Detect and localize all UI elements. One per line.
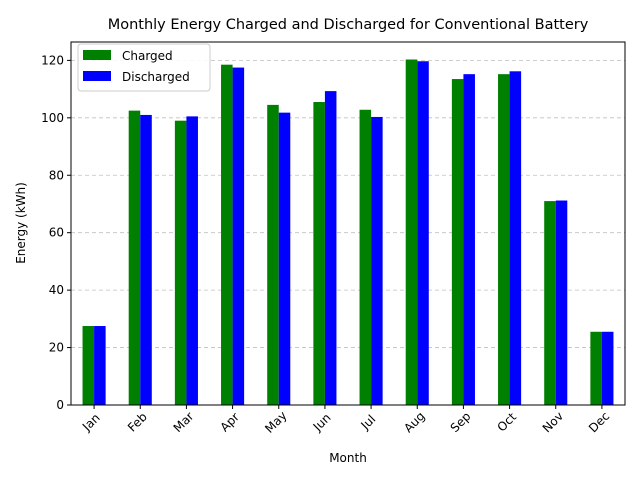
y-axis-label: Energy (kWh): [14, 182, 28, 264]
bar-discharged-jun: [324, 91, 337, 405]
y-tick-label: 120: [41, 53, 64, 67]
x-axis-label: Month: [329, 451, 367, 465]
bars: [82, 59, 614, 406]
legend-swatch-discharged: [83, 71, 111, 81]
bar-discharged-apr: [232, 67, 245, 406]
y-tick-label: 40: [49, 283, 64, 297]
y-axis: 0 20 40 60 80 100 120: [41, 53, 71, 412]
bar-discharged-sep: [463, 74, 475, 406]
bar-charged-sep: [451, 79, 464, 405]
y-tick-label: 0: [56, 398, 64, 412]
bar-charged-jul: [359, 109, 372, 405]
bar-discharged-mar: [186, 116, 198, 405]
legend-label-charged: Charged: [122, 49, 173, 63]
bar-charged-nov: [544, 201, 556, 405]
chart-title: Monthly Energy Charged and Discharged fo…: [108, 17, 589, 33]
bar-discharged-dec: [601, 331, 614, 405]
plot-frame: [70, 41, 626, 406]
bar-charged-aug: [405, 59, 418, 406]
bar-charged-feb: [128, 110, 141, 405]
bar-charged-oct: [498, 74, 510, 406]
y-tick-label: 60: [49, 226, 64, 240]
legend-swatch-charged: [83, 50, 111, 60]
bar-charged-may: [267, 104, 279, 406]
y-tick-label: 100: [41, 111, 64, 125]
bar-charged-jan: [82, 326, 95, 405]
bar-discharged-aug: [417, 61, 429, 405]
bar-charged-jun: [313, 102, 325, 405]
legend: Charged Discharged: [77, 43, 211, 92]
bar-discharged-feb: [140, 114, 152, 406]
legend-label-discharged: Discharged: [122, 70, 190, 84]
bar-discharged-nov: [555, 200, 568, 405]
y-tick-label: 20: [49, 341, 64, 355]
bar-discharged-oct: [509, 71, 522, 405]
y-tick-label: 80: [49, 168, 64, 182]
bar-charged-apr: [221, 64, 233, 405]
bar-discharged-may: [278, 112, 291, 405]
bar-charged-mar: [174, 120, 187, 405]
bar-charged-dec: [590, 331, 602, 405]
bar-discharged-jan: [94, 326, 106, 405]
bar-discharged-jul: [371, 116, 383, 406]
